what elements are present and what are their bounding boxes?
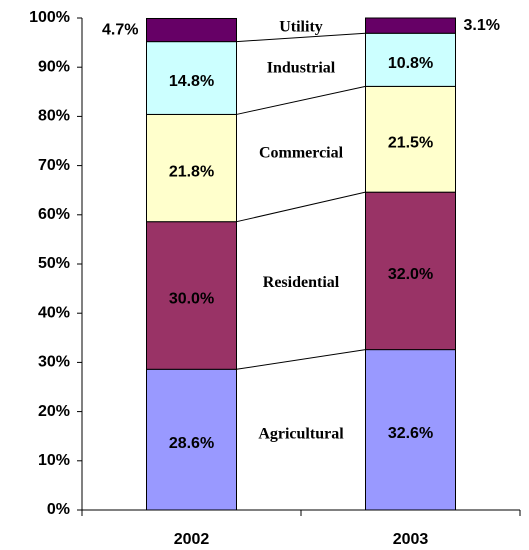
x-tick-label: 2002 bbox=[174, 531, 210, 548]
connector bbox=[236, 32, 366, 43]
bar-segment bbox=[365, 32, 456, 87]
connector bbox=[236, 191, 366, 223]
series-label: Utility bbox=[279, 19, 323, 36]
y-tick-label: 50% bbox=[38, 255, 70, 272]
bar-segment bbox=[146, 221, 237, 370]
y-tick-label: 20% bbox=[38, 403, 70, 420]
bar-segment bbox=[365, 17, 456, 34]
y-tick-label: 60% bbox=[38, 206, 70, 223]
value-label: 10.8% bbox=[388, 55, 433, 72]
value-label: 4.7% bbox=[102, 21, 138, 38]
value-label: 21.8% bbox=[169, 163, 214, 180]
value-label: 28.6% bbox=[169, 435, 214, 452]
series-label-bg bbox=[246, 273, 356, 294]
bar-segment bbox=[146, 368, 237, 511]
value-label: 32.6% bbox=[388, 425, 433, 442]
series-label: Commercial bbox=[259, 144, 344, 161]
bar-segment bbox=[365, 349, 456, 511]
y-tick-label: 90% bbox=[38, 58, 70, 75]
connector bbox=[236, 349, 366, 370]
series-label: Industrial bbox=[267, 60, 336, 77]
x-tick-label: 2003 bbox=[393, 531, 429, 548]
value-label: 30.0% bbox=[169, 291, 214, 308]
y-tick-label: 100% bbox=[29, 9, 70, 26]
value-label: 3.1% bbox=[464, 17, 500, 34]
value-label: 21.5% bbox=[388, 134, 433, 151]
y-tick-label: 40% bbox=[38, 304, 70, 321]
value-label: 14.8% bbox=[169, 73, 214, 90]
series-label: Agricultural bbox=[258, 425, 344, 442]
bar-segment bbox=[146, 113, 237, 223]
series-label-bg bbox=[246, 17, 356, 38]
bar-segment bbox=[365, 191, 456, 351]
y-tick-label: 80% bbox=[38, 108, 70, 125]
value-label: 32.0% bbox=[388, 266, 433, 283]
series-label-bg bbox=[246, 424, 356, 445]
y-tick-label: 70% bbox=[38, 157, 70, 174]
bar-segment bbox=[146, 41, 237, 115]
y-tick-label: 10% bbox=[38, 452, 70, 469]
connector bbox=[236, 85, 366, 115]
y-tick-label: 30% bbox=[38, 354, 70, 371]
series-label: Residential bbox=[263, 274, 340, 291]
series-label-bg bbox=[246, 58, 356, 79]
bar-segment bbox=[146, 17, 237, 43]
series-label-bg bbox=[246, 143, 356, 164]
y-tick-label: 0% bbox=[47, 501, 70, 518]
